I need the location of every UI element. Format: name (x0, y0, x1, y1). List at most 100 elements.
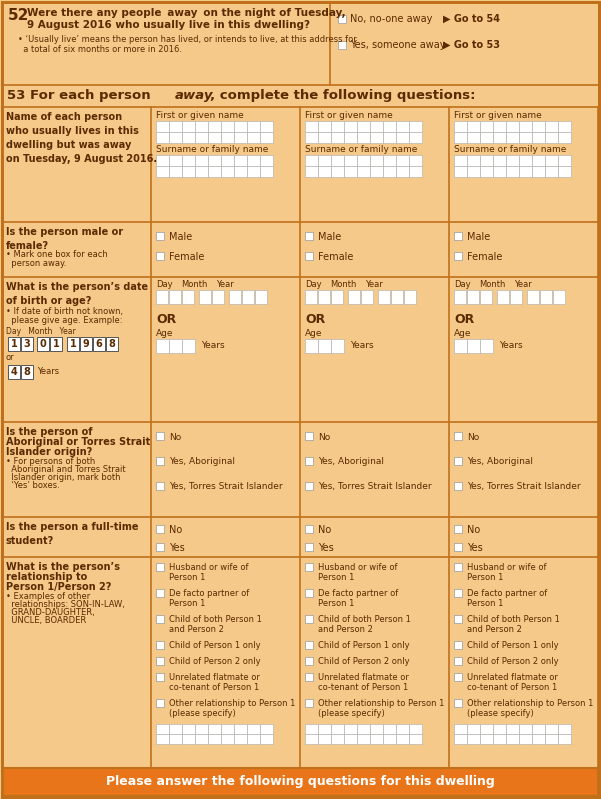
Text: and Person 2: and Person 2 (467, 625, 522, 634)
Bar (156, 290, 168, 304)
Bar (493, 121, 506, 132)
Bar (305, 525, 313, 533)
Text: Age: Age (305, 329, 323, 338)
Bar (331, 155, 344, 166)
Bar (454, 482, 462, 490)
Bar (318, 290, 330, 304)
Bar (93, 337, 105, 351)
Bar (519, 166, 532, 177)
Bar (383, 734, 396, 744)
Text: 9: 9 (82, 339, 90, 349)
Bar (467, 121, 480, 132)
Bar (234, 132, 247, 143)
Bar (467, 339, 480, 353)
Text: Is the person a full-time
student?: Is the person a full-time student? (6, 522, 138, 546)
Bar (331, 166, 344, 177)
Bar (169, 166, 182, 177)
Bar (208, 132, 221, 143)
Bar (545, 132, 558, 143)
Text: Is the person male or
female?: Is the person male or female? (6, 227, 123, 251)
Bar (156, 432, 164, 440)
Text: Years: Years (499, 340, 523, 349)
Text: No: No (318, 432, 331, 442)
Bar (344, 724, 357, 734)
Bar (467, 166, 480, 177)
Bar (493, 734, 506, 744)
Bar (156, 657, 164, 665)
Bar (156, 724, 169, 734)
Bar (532, 724, 545, 734)
Bar (396, 724, 409, 734)
Bar (357, 155, 370, 166)
Bar (370, 132, 383, 143)
Bar (370, 166, 383, 177)
Bar (195, 734, 208, 744)
Bar (506, 724, 519, 734)
Text: Yes, someone away: Yes, someone away (350, 40, 445, 50)
Bar (182, 121, 195, 132)
Bar (396, 132, 409, 143)
Bar (182, 155, 195, 166)
Text: What is the person’s: What is the person’s (6, 562, 120, 572)
Bar (480, 121, 493, 132)
Text: Unrelated flatmate or: Unrelated flatmate or (318, 673, 409, 682)
Text: • If date of birth not known,: • If date of birth not known, (6, 307, 123, 316)
Text: Yes: Yes (169, 543, 185, 553)
Bar (195, 724, 208, 734)
Bar (234, 734, 247, 744)
Bar (234, 724, 247, 734)
Bar (344, 132, 357, 143)
Bar (247, 734, 260, 744)
Bar (156, 699, 164, 707)
Bar (338, 41, 346, 49)
Bar (305, 563, 313, 571)
Bar (169, 290, 181, 304)
Bar (331, 132, 344, 143)
Bar (396, 155, 409, 166)
Bar (506, 734, 519, 744)
Bar (156, 641, 164, 649)
Text: Person 1: Person 1 (318, 573, 355, 582)
Text: Husband or wife of: Husband or wife of (169, 563, 248, 572)
Bar (8, 337, 20, 351)
Bar (195, 121, 208, 132)
Bar (169, 132, 182, 143)
Bar (80, 337, 92, 351)
Bar (344, 166, 357, 177)
Text: Day: Day (454, 280, 471, 289)
Bar (247, 155, 260, 166)
Bar (506, 166, 519, 177)
Text: First or given name: First or given name (454, 111, 542, 120)
Bar (558, 121, 571, 132)
Bar (255, 290, 267, 304)
Bar (454, 734, 467, 744)
Bar (195, 166, 208, 177)
Text: 8: 8 (109, 339, 115, 349)
Bar (409, 121, 422, 132)
Bar (318, 339, 331, 353)
Bar (454, 290, 466, 304)
Bar (370, 734, 383, 744)
Bar (344, 155, 357, 166)
Bar (156, 543, 164, 551)
Bar (506, 155, 519, 166)
Text: person away.: person away. (6, 259, 66, 268)
Bar (260, 724, 273, 734)
Bar (305, 589, 313, 597)
Text: Male: Male (169, 232, 192, 242)
Bar (558, 132, 571, 143)
Bar (383, 121, 396, 132)
Text: Person 1: Person 1 (467, 599, 504, 608)
Bar (318, 121, 331, 132)
Text: Month: Month (330, 280, 356, 289)
Bar (247, 121, 260, 132)
Text: ‘Yes’ boxes.: ‘Yes’ boxes. (6, 481, 59, 490)
Bar (480, 339, 493, 353)
Bar (532, 734, 545, 744)
Text: Child of Person 1 only: Child of Person 1 only (169, 641, 261, 650)
Bar (480, 132, 493, 143)
Bar (156, 121, 169, 132)
Bar (169, 121, 182, 132)
Bar (378, 290, 390, 304)
Bar (467, 155, 480, 166)
